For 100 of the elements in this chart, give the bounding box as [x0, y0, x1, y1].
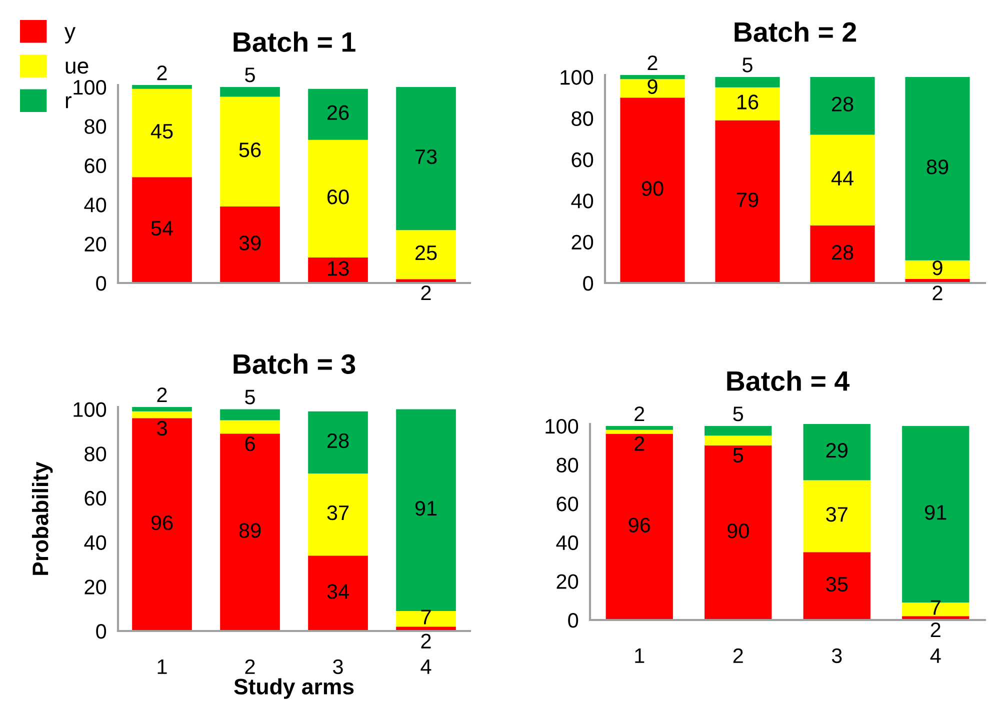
- x-tick-label: 3: [333, 659, 343, 674]
- chart-title: Batch = 1: [234, 32, 356, 52]
- bar: [606, 434, 673, 620]
- data-label: 89: [239, 523, 261, 538]
- bar: [220, 409, 280, 420]
- data-label: 28: [832, 96, 854, 112]
- y-tick-label: 20: [556, 574, 578, 589]
- x-tick-label: 4: [420, 660, 432, 674]
- data-label: 91: [925, 505, 946, 520]
- data-label: 37: [826, 507, 848, 522]
- data-label: 7: [421, 610, 431, 624]
- bar: [704, 445, 772, 620]
- data-label: 28: [832, 245, 854, 260]
- y-tick-label: 60: [84, 158, 106, 174]
- y-tick-label: 20: [84, 580, 106, 594]
- y-tick-label: 80: [84, 446, 106, 462]
- bar: [803, 424, 870, 480]
- data-label: 2: [421, 634, 431, 648]
- data-label: 16: [738, 94, 758, 110]
- y-tick-label: 60: [84, 490, 106, 506]
- bar: [220, 96, 280, 207]
- x-axis-title: Study arms: [234, 678, 354, 699]
- bar: [396, 611, 456, 627]
- y-tick-label: 80: [84, 119, 106, 134]
- bar: [810, 134, 875, 226]
- data-label: 54: [151, 221, 173, 236]
- bar: [132, 407, 192, 412]
- y-tick-label: 20: [84, 236, 106, 252]
- y-tick-label: 80: [556, 458, 578, 473]
- data-label: 3: [157, 420, 167, 436]
- data-label: 5: [245, 68, 255, 82]
- bar: [715, 77, 780, 88]
- chart-title: Batch = 3: [234, 354, 356, 374]
- data-label: 96: [151, 515, 173, 530]
- y-tick-label: 100: [74, 402, 106, 417]
- y-tick-label: 40: [571, 194, 594, 208]
- bar: [396, 230, 456, 280]
- x-tick-label: 3: [832, 648, 842, 664]
- bar: [606, 430, 673, 434]
- data-label: 5: [245, 390, 255, 404]
- data-label: 79: [736, 192, 758, 208]
- data-label: 39: [239, 236, 261, 250]
- data-label: 5: [733, 448, 744, 463]
- data-label: 9: [932, 260, 942, 276]
- y-tick-label: 100: [546, 418, 578, 434]
- data-label: 60: [327, 190, 349, 204]
- y-tick-label: 100: [560, 70, 594, 85]
- bar: [803, 552, 870, 620]
- y-axis-title: Probability: [32, 462, 53, 575]
- data-label: 26: [327, 105, 349, 120]
- data-label: 6: [245, 436, 255, 452]
- x-tick-label: 1: [158, 660, 167, 674]
- data-label: 2: [930, 622, 940, 638]
- y-tick-label: 0: [568, 613, 578, 628]
- bar: [803, 480, 870, 552]
- data-label: 35: [826, 576, 848, 592]
- bar: [132, 85, 192, 89]
- data-label: 25: [415, 245, 437, 260]
- y-tick-label: 20: [572, 234, 594, 250]
- data-label: 2: [634, 436, 644, 451]
- legend-label: y: [64, 27, 76, 44]
- data-label: 73: [415, 149, 437, 164]
- data-label: 5: [733, 406, 744, 422]
- bar: [715, 120, 780, 283]
- data-label: 96: [628, 518, 650, 532]
- bar: [308, 88, 368, 140]
- y-tick-label: 100: [74, 80, 106, 95]
- bar: [308, 140, 368, 258]
- y-tick-label: 0: [96, 624, 106, 639]
- data-label: 89: [926, 160, 948, 174]
- bar: [308, 474, 368, 556]
- legend-label: ue: [66, 62, 88, 74]
- data-label: 90: [642, 181, 664, 196]
- bar: [308, 258, 368, 283]
- y-tick-label: 40: [556, 535, 578, 550]
- data-label: 56: [239, 142, 261, 158]
- chart-title: Batch = 4: [727, 370, 850, 391]
- bar: [132, 418, 192, 631]
- data-label: 2: [157, 387, 167, 402]
- bar: [810, 77, 875, 135]
- y-tick-label: 40: [84, 198, 106, 212]
- bar: [220, 86, 280, 97]
- bar: [396, 409, 456, 612]
- y-tick-label: 60: [572, 152, 594, 168]
- y-tick-label: 80: [572, 111, 594, 126]
- bar: [704, 436, 772, 446]
- data-label: 13: [328, 261, 349, 276]
- data-label: 7: [930, 600, 940, 615]
- y-tick-label: 60: [556, 496, 578, 512]
- data-label: 37: [327, 505, 349, 520]
- bar: [620, 98, 685, 283]
- data-label: 28: [327, 433, 349, 448]
- bar: [704, 426, 772, 436]
- data-label: 2: [648, 56, 658, 70]
- x-tick-label: 2: [245, 659, 255, 674]
- data-label: 90: [728, 524, 749, 538]
- bar: [620, 75, 685, 80]
- data-label: 2: [157, 66, 167, 80]
- bar: [220, 420, 280, 434]
- legend-label: r: [66, 96, 72, 108]
